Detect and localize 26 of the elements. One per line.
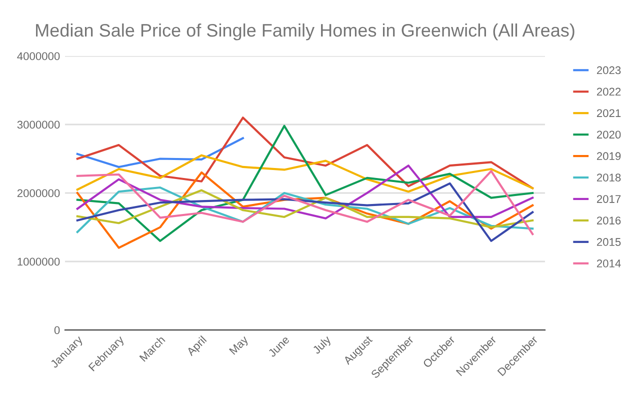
line-series [76,124,534,242]
legend-label: 2017 [596,195,621,203]
y-tick-label: 3000000 [17,120,60,129]
legend-label: 2018 [596,174,621,182]
legend-label: 2019 [596,152,621,160]
chart-title: Median Sale Price of Single Family Homes in Greenwich (All Areas) [36,23,574,40]
legend-label: 2014 [596,260,621,268]
line-series [76,164,534,220]
legend-label: 2023 [596,66,621,74]
legend-label: 2020 [596,130,621,139]
legend-label: 2015 [596,238,621,246]
line-series [76,170,534,236]
legend-label: 2022 [596,88,621,96]
y-tick-label: 2000000 [17,189,60,198]
x-tick-label: May [229,335,250,356]
line-series [76,154,534,193]
y-tick-label: 4000000 [17,52,60,60]
line-series [76,116,534,190]
line-series [76,137,244,168]
line-series [76,182,534,242]
x-tick-label: July [312,334,333,356]
y-tick-label: 0 [54,326,60,334]
y-tick-label: 1000000 [18,258,60,266]
line-series [76,171,534,249]
legend-label: 2016 [596,216,621,224]
legend-label: 2021 [596,109,621,118]
